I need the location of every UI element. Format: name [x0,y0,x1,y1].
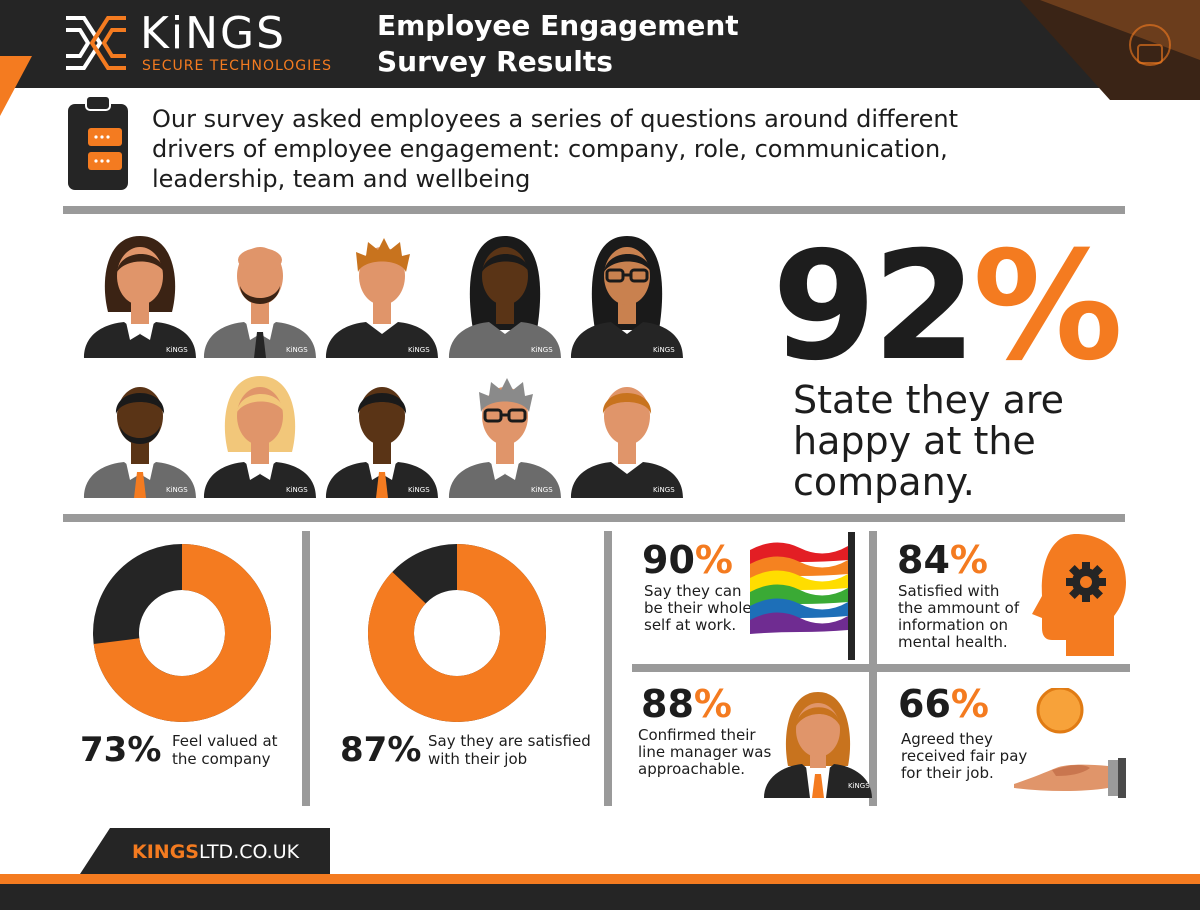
stat-wholeself-value: 90 [642,538,695,582]
avatar-badge-text: KiNGS [166,346,188,354]
headline-text-line1: State they are [793,378,1065,422]
stat-fairpay: 66% [898,682,989,726]
divider-vertical-1 [302,531,310,806]
page-title-line2: Survey Results [377,45,613,78]
manager-badge-text: KiNGS [848,782,870,790]
kings-logo-mark-icon [66,16,126,70]
stat-wholeself: 90% [642,538,733,582]
padlock-decoration-icon [1020,0,1200,100]
stat-manager: 88% [641,682,732,726]
donut-valued-percent: % [127,730,162,770]
logo-tagline: SECURE TECHNOLOGIES [142,58,333,74]
website-link-bold: KINGS [132,841,199,863]
employee-avatar-icon: KiNGS [571,387,683,498]
intro-line1: Our survey asked employees a series of q… [152,105,959,133]
stat-mentalhealth-line2: the ammount of [898,599,1020,617]
stat-mentalhealth-value: 84 [897,538,950,582]
website-link-rest: LTD.CO.UK [198,841,300,863]
stat-manager-value: 88 [641,682,694,726]
headline-text-line2: happy at the [793,419,1036,463]
donut-satisfied-stat: 87% [340,730,421,770]
stat-mentalhealth: 84% [897,538,988,582]
stat-mentalhealth-percent: % [949,538,988,582]
donut-chart-valued [93,544,271,722]
avatar-badge-text: KiNGS [531,486,553,494]
manager-avatar-icon: KiNGS [764,692,872,798]
employee-avatar-icon: KiNGS [204,376,316,498]
donut-valued-stat: 73% [80,730,161,770]
footer-orange-band [0,874,1200,884]
stat-fairpay-percent: % [950,682,989,726]
website-link[interactable]: KINGSLTD.CO.UK [132,841,299,863]
employee-avatar-icon: KiNGS [84,387,196,498]
stat-manager-line2: line manager was [638,743,772,761]
avatar-badge-text: KiNGS [286,486,308,494]
intro-line2: drivers of employee engagement: company,… [152,135,948,163]
stat-mentalhealth-line4: mental health. [898,633,1008,651]
stat-fairpay-line2: received fair pay [901,747,1028,765]
headline-value: 92 [772,220,977,394]
avatar-badge-text: KiNGS [653,486,675,494]
stat-manager-percent: % [693,682,732,726]
employee-avatar-icon: KiNGS [571,236,683,358]
stat-manager-line1: Confirmed their [638,726,756,744]
donut-valued-text-line1: Feel valued at [172,732,278,750]
avatar-badge-text: KiNGS [653,346,675,354]
rainbow-flag-icon [750,532,855,660]
clipboard-icon [68,96,128,190]
stat-mentalhealth-line3: information on [898,616,1009,634]
avatar-badge-text: KiNGS [408,486,430,494]
footer-url-tab [80,828,330,874]
donut-valued-text-line2: the company [172,750,271,768]
stat-wholeself-percent: % [694,538,733,582]
donut-satisfied-percent: % [387,730,422,770]
logo-wordmark: KiNGS [140,8,287,59]
stat-wholeself-line1: Say they can [644,582,742,600]
donut-valued-value: 73 [80,730,128,770]
stat-fairpay-value: 66 [898,682,951,726]
stat-mentalhealth-line1: Satisfied with [898,582,1000,600]
divider-top [63,206,1125,214]
donut-satisfied-text-line1: Say they are satisfied [428,732,591,750]
donut-segment-valued [93,544,271,722]
employee-avatar-icon: KiNGS [204,247,316,358]
stat-wholeself-line2: be their whole [644,599,752,617]
employee-avatar-icon: KiNGS [449,378,561,498]
employee-avatar-icon: KiNGS [326,238,438,358]
avatar-badge-text: KiNGS [166,486,188,494]
avatar-badge-text: KiNGS [286,346,308,354]
page-title-line1: Employee Engagement [377,9,739,42]
divider-vertical-2 [604,531,612,806]
header-bar [0,0,1200,88]
donut-satisfied-text-line2: with their job [428,750,528,768]
divider-middle [63,514,1125,522]
footer-dark-bar [0,884,1200,910]
intro-line3: leadership, team and wellbeing [152,165,531,193]
donut-satisfied-value: 87 [340,730,388,770]
headline-percent: % [972,220,1123,394]
employee-avatars-grid: KiNGS KiNGS KiNGS KiNGS KiNGS KiNGS KiNGS KiNGS… [80,230,700,505]
stat-manager-line3: approachable. [638,760,746,778]
head-gear-icon [1032,534,1126,656]
stat-fairpay-line3: for their job. [901,764,994,782]
stat-wholeself-line3: self at work. [644,616,737,634]
headline-stat: 92% [772,220,1123,394]
avatar-badge-text: KiNGS [408,346,430,354]
donut-chart-satisfied [368,544,546,722]
donut-segment-satisfied [368,544,546,722]
hand-coin-icon [1014,688,1126,798]
employee-avatar-icon: KiNGS [84,236,196,358]
headline-text-line3: company. [793,460,975,504]
header-corner-accent [0,56,32,116]
divider-stats-horizontal [632,664,1130,672]
employee-avatar-icon: KiNGS [326,387,438,498]
avatar-badge-text: KiNGS [531,346,553,354]
employee-avatar-icon: KiNGS [449,236,561,358]
stat-fairpay-line1: Agreed they [901,730,993,748]
